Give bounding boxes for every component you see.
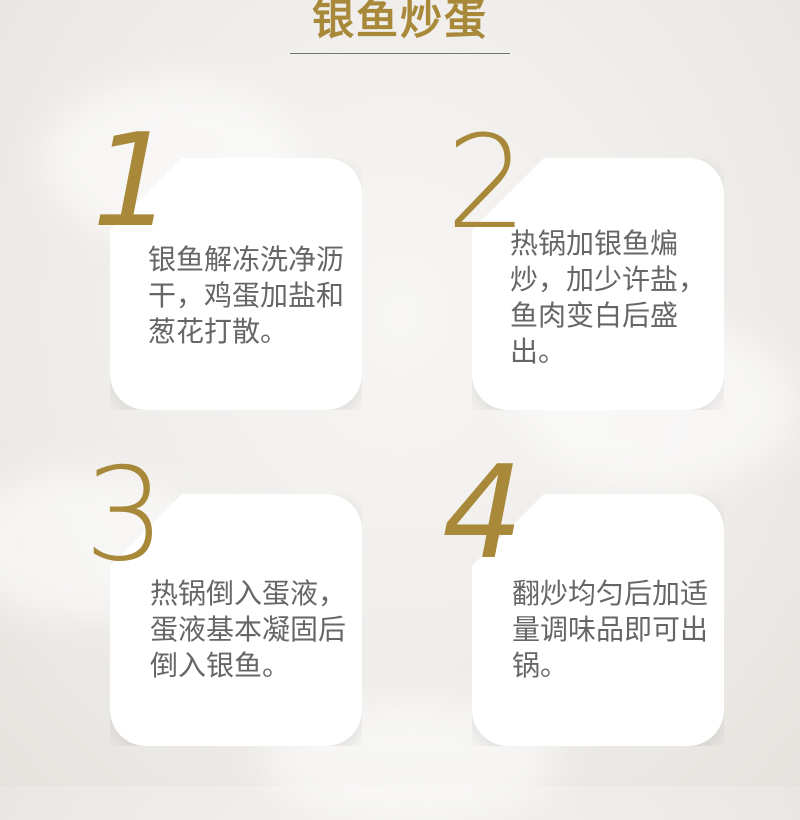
step-number: 3 <box>84 441 166 590</box>
step-card <box>472 158 724 410</box>
step-card <box>110 158 362 410</box>
step-text: 热锅倒入蛋液，蛋液基本凝固后倒入银鱼。 <box>150 577 347 682</box>
step-number: 1 <box>92 107 174 256</box>
step-card <box>472 494 724 746</box>
step-text: 热锅加银鱼煸炒，加少许盐，鱼肉变白后盛出。 <box>510 227 707 368</box>
step-text: 翻炒均匀后加适量调味品即可出锅。 <box>512 577 709 682</box>
title-divider <box>290 53 510 54</box>
step-text: 银鱼解冻洗净沥干，鸡蛋加盐和葱花打散。 <box>148 243 345 348</box>
step-number: 4 <box>442 439 524 588</box>
page-title: 银鱼炒蛋 <box>311 0 488 44</box>
step-number: 2 <box>446 109 528 258</box>
step-card <box>110 494 362 746</box>
